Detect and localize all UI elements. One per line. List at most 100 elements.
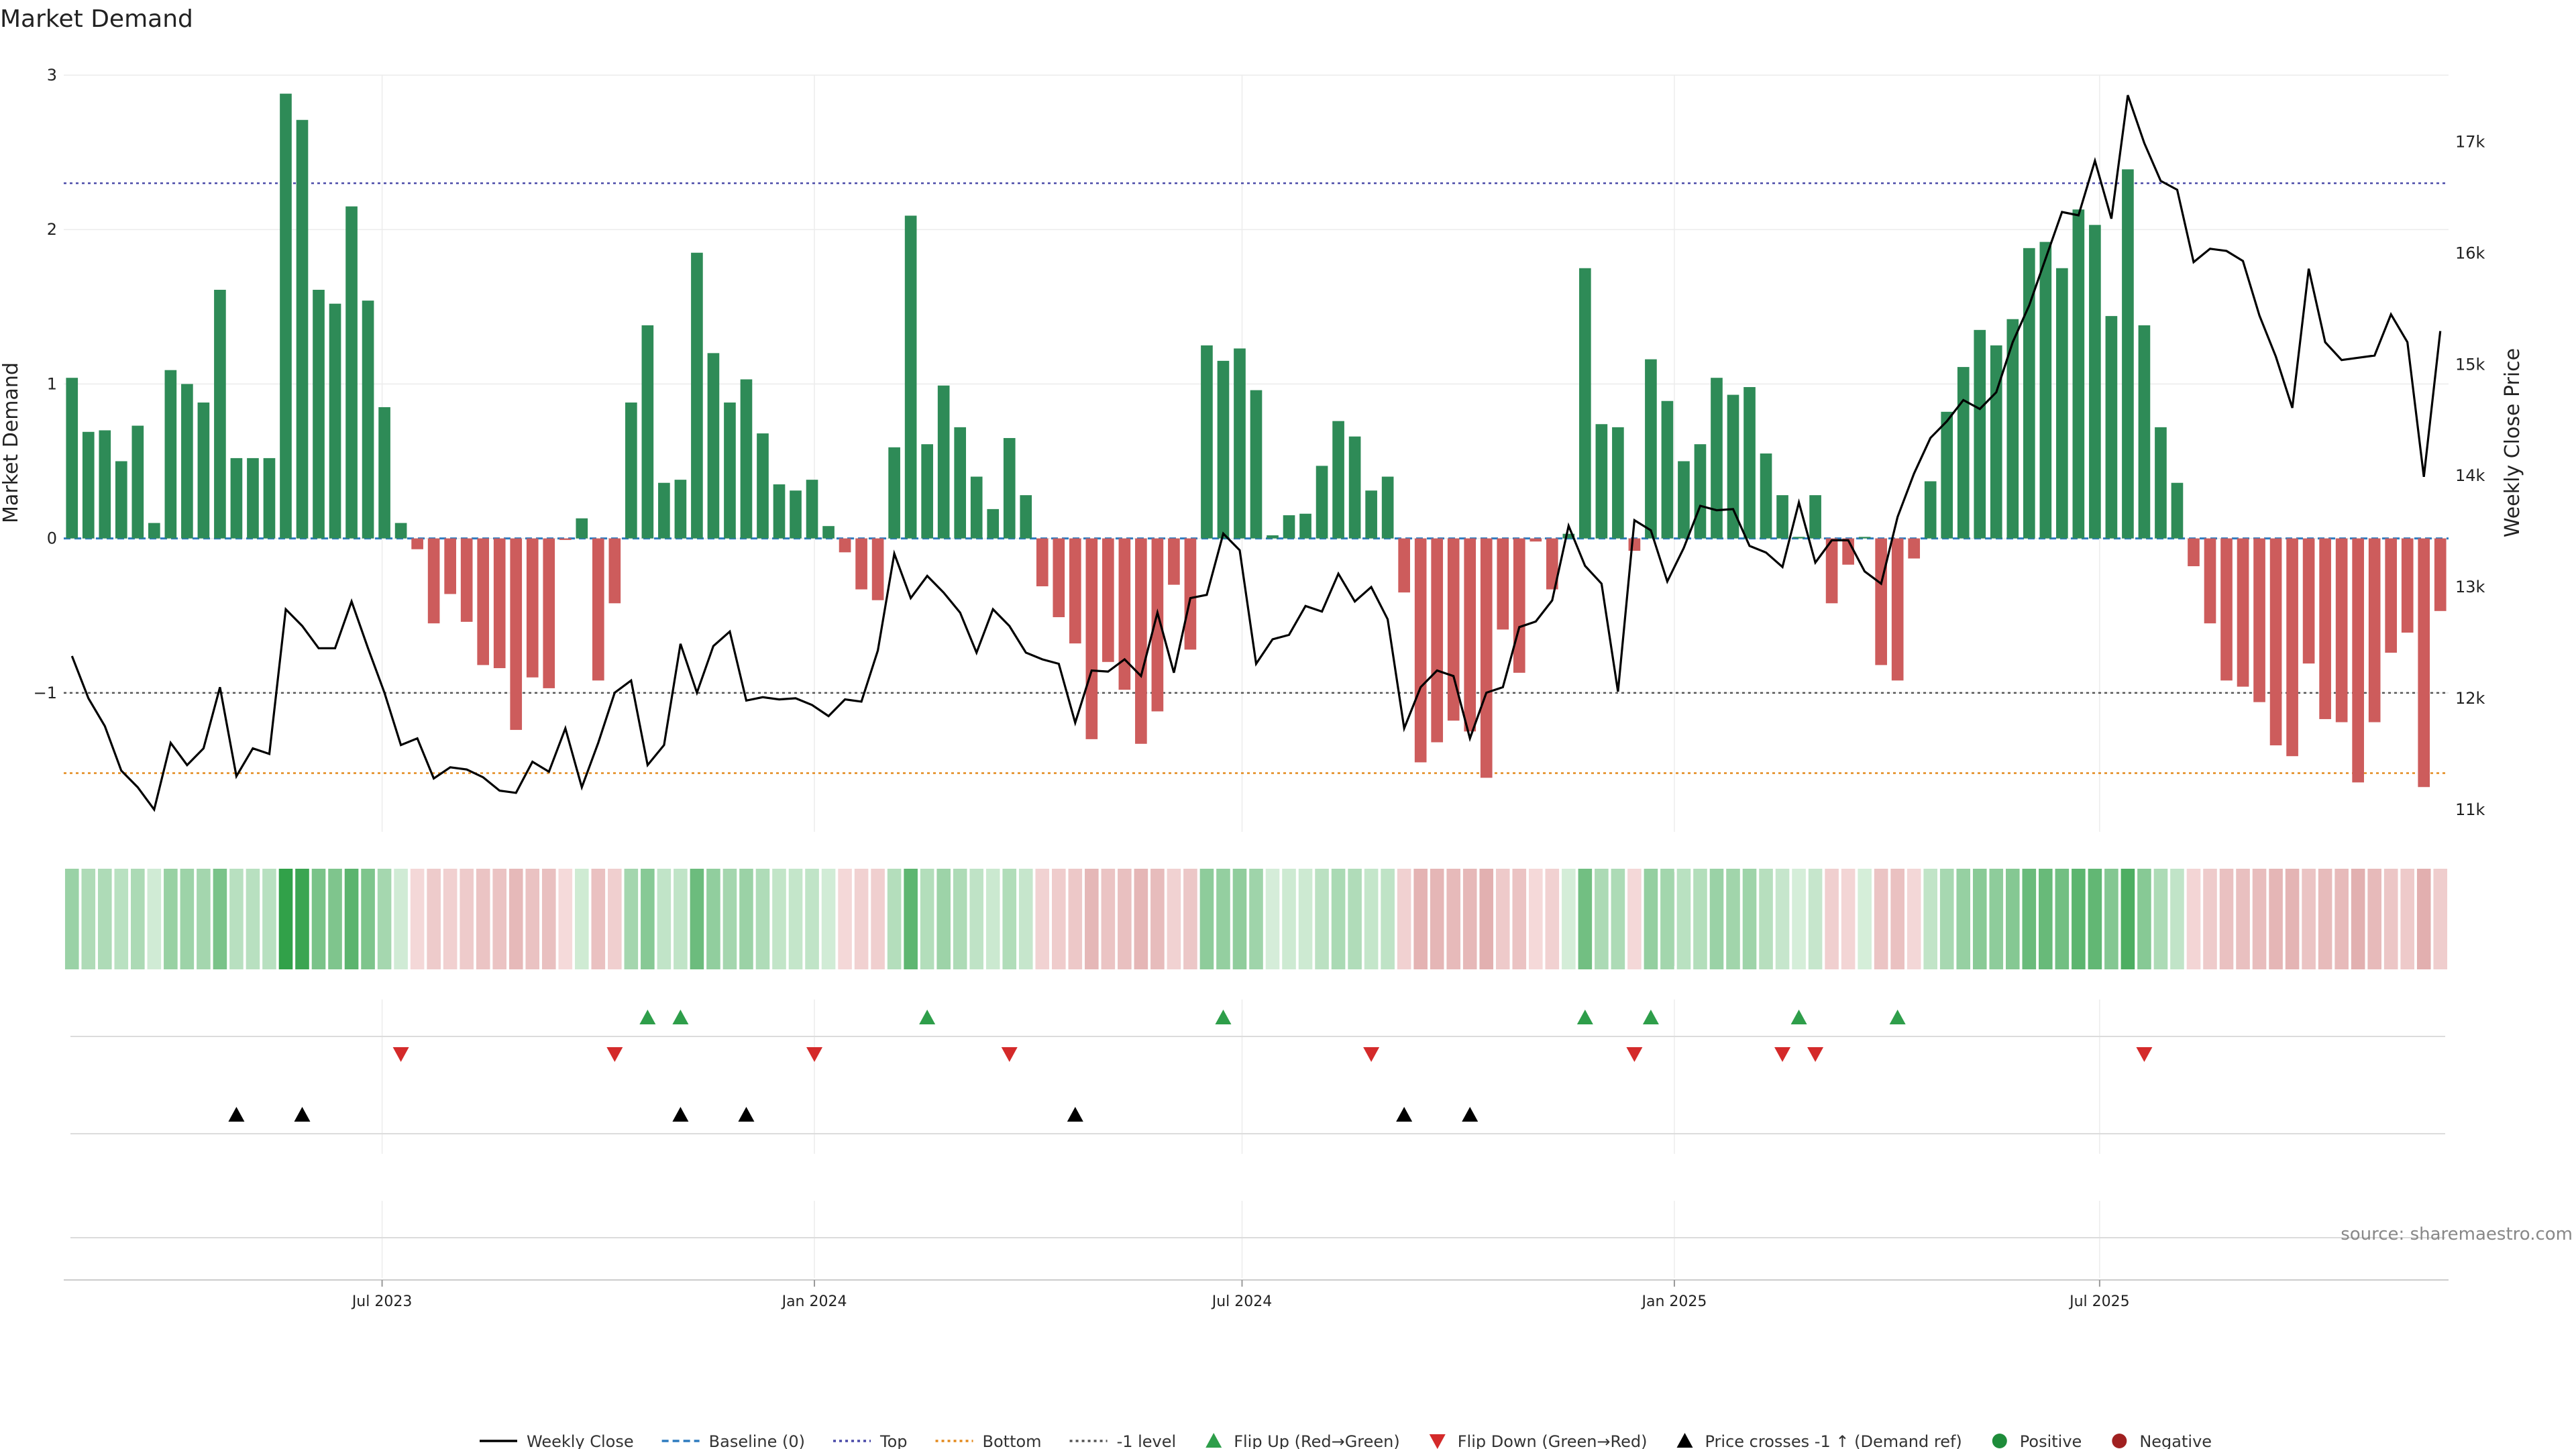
heat-cell xyxy=(492,869,507,969)
price-cross-marker xyxy=(738,1107,755,1122)
heat-cell xyxy=(2219,869,2234,969)
legend-item: Price crosses -1 ↑ (Demand ref) xyxy=(1676,1432,1962,1449)
demand-bar xyxy=(641,325,654,539)
heat-cell xyxy=(1134,869,1148,969)
demand-bar xyxy=(937,385,950,539)
flip-up-marker xyxy=(1576,1010,1593,1024)
heat-cell xyxy=(1841,869,1856,969)
demand-bar xyxy=(99,430,111,539)
heat-cell xyxy=(2400,869,2415,969)
source-note: source: sharemaestro.com xyxy=(2341,1224,2573,1244)
heat-cell xyxy=(1101,869,1116,969)
demand-bar xyxy=(1118,538,1131,690)
heat-cell xyxy=(2121,869,2135,969)
x-tick-label: Jul 2025 xyxy=(2068,1293,2130,1310)
heat-cell xyxy=(262,869,276,969)
demand-bar xyxy=(1776,495,1788,539)
heat-cell xyxy=(2334,869,2349,969)
heat-cell xyxy=(871,869,885,969)
legend-label: Flip Down (Green→Red) xyxy=(1458,1432,1648,1449)
demand-bar xyxy=(1711,378,1723,539)
demand-bar xyxy=(691,252,703,539)
demand-bar xyxy=(1299,513,1311,539)
demand-bar xyxy=(1809,495,1821,539)
demand-bar xyxy=(2105,316,2118,539)
price-cross-marker xyxy=(672,1107,689,1122)
demand-bar xyxy=(2269,538,2282,746)
demand-bar xyxy=(1234,348,1246,539)
heat-cell xyxy=(229,869,244,969)
demand-bar xyxy=(806,480,818,539)
demand-bar xyxy=(181,384,193,539)
flip-down-marker xyxy=(1001,1047,1018,1062)
demand-bar xyxy=(82,431,95,539)
demand-bar xyxy=(1201,345,1213,539)
demand-bar xyxy=(526,538,539,678)
right-tick-label: 15k xyxy=(2455,355,2485,374)
demand-bar xyxy=(839,538,851,553)
demand-bar xyxy=(2368,538,2381,722)
demand-bar xyxy=(115,461,127,539)
heat-cell xyxy=(1298,869,1313,969)
demand-bar xyxy=(1398,538,1410,593)
heat-cell xyxy=(2252,869,2267,969)
demand-bar xyxy=(1348,436,1361,539)
right-tick-label: 16k xyxy=(2455,244,2485,262)
heat-cell xyxy=(1907,869,1921,969)
price-cross-marker xyxy=(1067,1107,1083,1122)
heat-cell xyxy=(788,869,803,969)
heat-cell xyxy=(1595,869,1609,969)
demand-bar xyxy=(1085,538,1098,739)
heat-cell xyxy=(936,869,951,969)
x-tick-label: Jan 2024 xyxy=(781,1293,847,1310)
demand-bar xyxy=(1727,394,1739,539)
demand-bar xyxy=(345,206,358,539)
demand-bar xyxy=(1974,329,1986,539)
heat-cell xyxy=(2104,869,2118,969)
heat-cell xyxy=(1512,869,1527,969)
chart-title: Market Demand xyxy=(0,5,193,33)
heat-cell xyxy=(1528,869,1543,969)
demand-bar xyxy=(1678,461,1690,539)
heat-cell xyxy=(969,869,984,969)
heat-cell xyxy=(2039,869,2053,969)
legend-swatch xyxy=(1676,1433,1693,1448)
demand-bar xyxy=(247,458,259,539)
demand-bar xyxy=(1858,537,1871,539)
demand-bar xyxy=(427,538,440,624)
demand-bar xyxy=(822,526,835,539)
legend-item: Bottom xyxy=(935,1432,1042,1449)
legend-label: Positive xyxy=(2020,1432,2082,1449)
demand-bar xyxy=(1053,538,1065,618)
demand-bar xyxy=(2006,319,2019,539)
heat-cell xyxy=(1199,869,1214,969)
demand-bar xyxy=(1645,359,1657,539)
demand-bar xyxy=(296,119,309,539)
demand-bar xyxy=(1267,535,1279,539)
demand-bar xyxy=(1513,538,1525,673)
right-axis-label: Weekly Close Price xyxy=(2501,348,2524,537)
heat-cell xyxy=(574,869,589,969)
right-axis-ticks: 17k 16k 15k 14k 13k 12k 11k xyxy=(2455,133,2485,819)
demand-bar xyxy=(871,538,884,600)
heat-cell xyxy=(1939,869,1954,969)
legend-swatch xyxy=(2112,1434,2127,1448)
legend-label: -1 level xyxy=(1117,1432,1177,1449)
demand-bar xyxy=(1464,538,1477,732)
demand-bar xyxy=(164,370,177,539)
demand-bar xyxy=(1792,537,1805,539)
legend-item: Top xyxy=(833,1432,908,1449)
demand-bar xyxy=(2155,427,2167,539)
demand-bar xyxy=(1760,453,1772,539)
demand-bar xyxy=(543,538,555,688)
heat-cell xyxy=(1167,869,1181,969)
left-tick-label: 0 xyxy=(47,529,57,548)
heat-cell xyxy=(1726,869,1740,969)
heat-cell xyxy=(476,869,490,969)
flip-down-marker xyxy=(806,1047,823,1062)
heat-cell xyxy=(246,869,260,969)
demand-bar xyxy=(1316,466,1328,539)
demand-bar xyxy=(790,490,802,539)
heat-cell xyxy=(2285,869,2300,969)
